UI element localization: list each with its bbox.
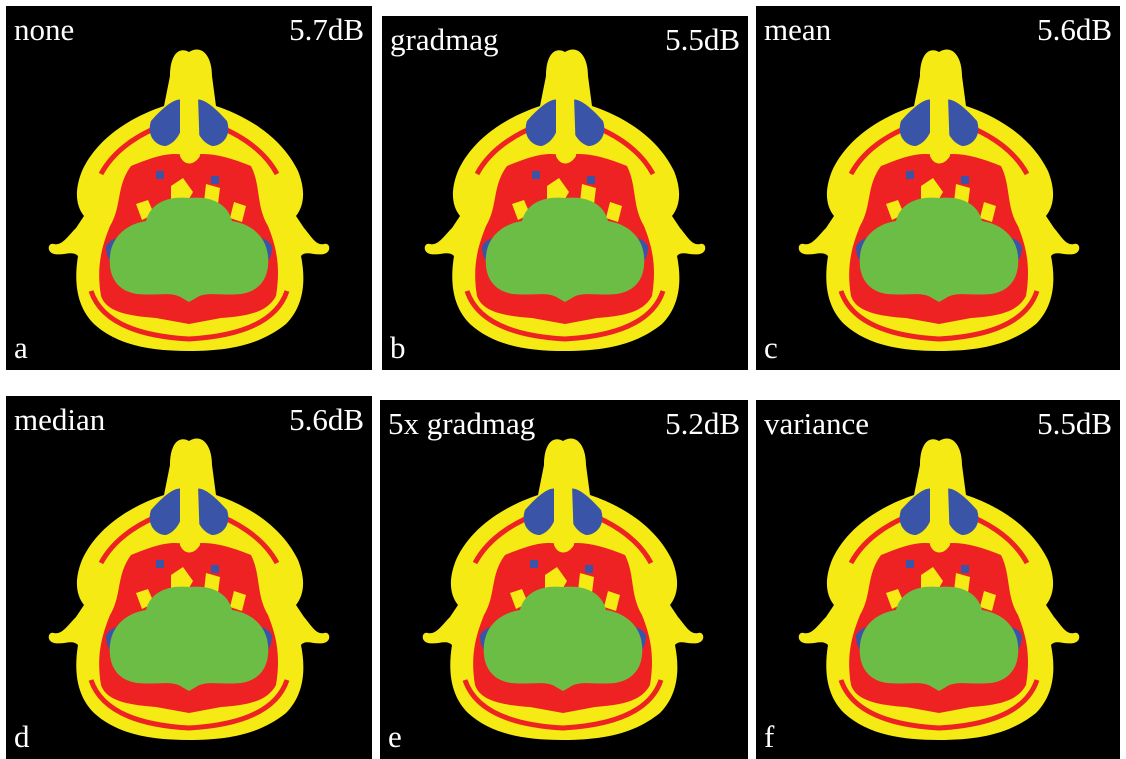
panel-letter: a — [14, 330, 28, 365]
method-label: median — [14, 402, 106, 437]
snr-label: 5.6dB — [289, 402, 364, 437]
panel: variance 5.5dB f — [756, 400, 1120, 759]
panel: 5x gradmag 5.2dB e — [380, 400, 748, 759]
panel-letter: c — [764, 330, 778, 365]
panel: median 5.6dB d — [6, 396, 372, 759]
panel: mean 5.6dB c — [756, 6, 1120, 370]
panel: none 5.7dB a — [6, 6, 372, 370]
snr-label: 5.5dB — [1037, 406, 1112, 441]
panel-letter: e — [388, 719, 402, 754]
panel-letter: f — [764, 719, 775, 754]
snr-label: 5.7dB — [289, 12, 364, 47]
figure: none 5.7dB a gradmag 5.5dB b mean 5.6dB c median 5… — [0, 0, 1126, 759]
method-label: mean — [764, 12, 832, 47]
panel: gradmag 5.5dB b — [382, 16, 748, 370]
snr-label: 5.6dB — [1037, 12, 1112, 47]
panel-letter: b — [390, 330, 406, 365]
method-label: none — [14, 12, 74, 47]
figure-page: none 5.7dB a gradmag 5.5dB b mean 5.6dB c median 5… — [0, 0, 1126, 759]
method-label: gradmag — [390, 22, 498, 57]
method-label: 5x gradmag — [388, 406, 535, 441]
panel-grid: none 5.7dB a gradmag 5.5dB b mean 5.6dB c median 5… — [6, 6, 1120, 759]
snr-label: 5.5dB — [665, 22, 740, 57]
snr-label: 5.2dB — [665, 406, 740, 441]
panel-letter: d — [14, 719, 30, 754]
method-label: variance — [764, 406, 869, 441]
